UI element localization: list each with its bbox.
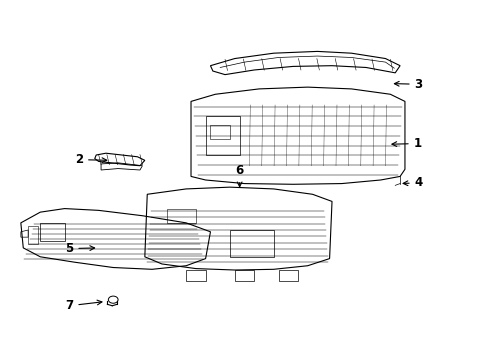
Text: 6: 6 — [235, 164, 243, 187]
Text: 3: 3 — [394, 78, 422, 91]
Text: 4: 4 — [402, 176, 422, 189]
Text: 7: 7 — [65, 299, 102, 312]
Text: 5: 5 — [65, 242, 94, 255]
Text: 1: 1 — [391, 137, 421, 150]
Text: 2: 2 — [75, 153, 106, 166]
